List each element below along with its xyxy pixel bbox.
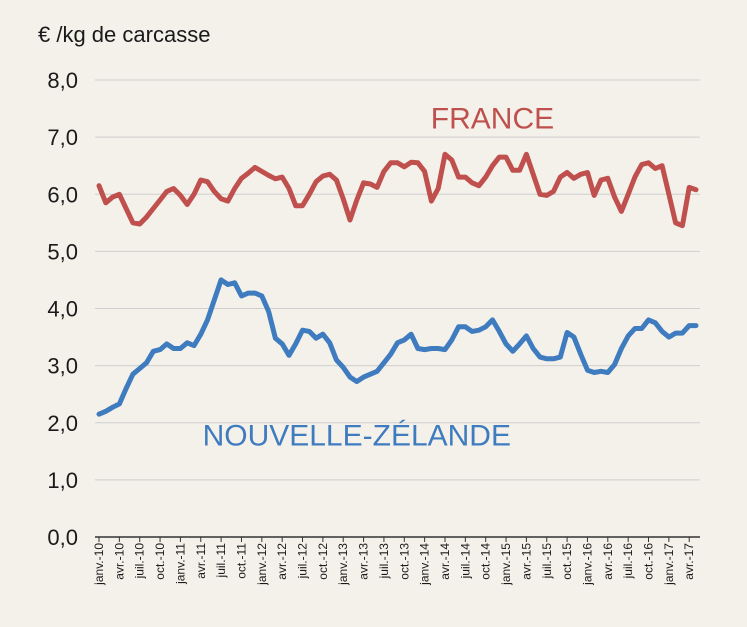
y-tick-label: 2,0 xyxy=(47,411,78,436)
x-tick-label: janv.-15 xyxy=(499,543,513,586)
x-tick-label: janv.-11 xyxy=(173,543,187,585)
x-tick-label: avr.-14 xyxy=(438,543,452,580)
y-tick-label: 8,0 xyxy=(47,68,78,93)
x-tick-label: juil.-14 xyxy=(458,543,472,580)
x-tick-label: janv.-10 xyxy=(92,543,106,586)
y-axis-ticks: 0,0 1,0 2,0 3,0 4,0 5,0 6,0 7,0 8,0 xyxy=(47,68,78,550)
x-tick-label: avr.-15 xyxy=(519,543,533,580)
x-tick-label: oct.-15 xyxy=(560,543,574,580)
y-tick-label: 5,0 xyxy=(47,239,78,264)
x-tick-label: juil.-16 xyxy=(621,543,635,580)
x-tick-label: janv.-13 xyxy=(336,543,350,586)
y-axis-unit-label: € /kg de carcasse xyxy=(38,22,210,47)
x-tick-label: oct.-16 xyxy=(642,543,656,580)
x-tick-label: avr.-12 xyxy=(275,543,289,580)
x-axis: janv.-10 avr.-10 juil.-10 oct.-10 janv.-11 av… xyxy=(92,537,696,586)
series-labels: FRANCE NOUVELLE-ZÉLANDE xyxy=(203,103,555,453)
x-tick-label: juil.-15 xyxy=(540,543,554,580)
x-tick-label: oct.-11 xyxy=(234,543,248,579)
series-lines xyxy=(96,151,699,417)
x-tick-label: oct.-10 xyxy=(153,543,167,580)
x-tick-label: avr.-16 xyxy=(601,543,615,580)
y-tick-label: 1,0 xyxy=(47,468,78,493)
x-tick-label: janv.-12 xyxy=(255,543,269,586)
y-tick-label: 3,0 xyxy=(47,354,78,379)
x-tick-label: oct.-12 xyxy=(316,543,330,580)
x-tick-label: juil.-12 xyxy=(296,543,310,580)
x-tick-label: janv.-16 xyxy=(580,543,594,586)
series-line-1 xyxy=(96,277,699,417)
series-line-0 xyxy=(96,151,699,229)
series-label-1: NOUVELLE-ZÉLANDE xyxy=(203,420,511,453)
gridlines xyxy=(95,79,700,538)
x-tick-label: oct.-13 xyxy=(397,543,411,580)
series-label-0: FRANCE xyxy=(431,103,554,136)
x-tick-label: janv.-17 xyxy=(662,543,676,586)
x-tick-label: avr.-10 xyxy=(112,543,126,580)
y-tick-label: 4,0 xyxy=(47,297,78,322)
x-tick-label: janv.-14 xyxy=(418,543,432,586)
x-tick-label: avr.-13 xyxy=(357,543,371,580)
y-tick-label: 6,0 xyxy=(47,182,78,207)
x-tick-label: juil.-10 xyxy=(133,543,147,580)
y-tick-label: 0,0 xyxy=(47,525,78,550)
x-tick-label: avr.-11 xyxy=(194,543,208,579)
x-tick-label: avr.-17 xyxy=(682,543,696,580)
x-tick-label: juil.-11 xyxy=(214,543,228,579)
y-tick-label: 7,0 xyxy=(47,125,78,150)
x-tick-label: oct.-14 xyxy=(479,543,493,580)
x-tick-label: juil.-13 xyxy=(377,543,391,580)
